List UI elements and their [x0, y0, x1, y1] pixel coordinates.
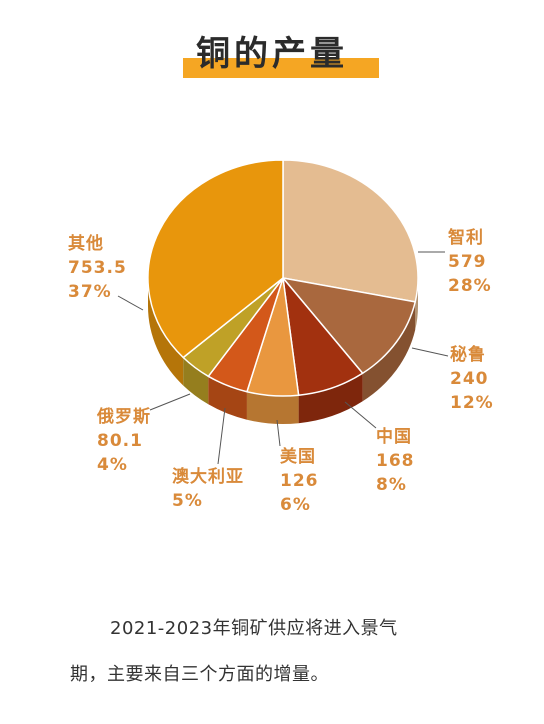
label-percent: 5% — [172, 491, 203, 511]
label-percent: 12% — [450, 393, 494, 413]
label-value: 579 — [448, 252, 487, 272]
label-peru: 秘鲁 240 12% — [450, 343, 494, 415]
paragraph-line-2: 期，主要来自三个方面的增量。 — [70, 664, 329, 685]
page-title: 铜的产量 — [196, 34, 348, 74]
leader-line-1 — [411, 347, 449, 357]
label-usa: 美国 126 6% — [280, 445, 319, 517]
label-value: 753.5 — [68, 258, 127, 278]
label-percent: 6% — [280, 495, 311, 515]
label-name: 秘鲁 — [450, 345, 486, 365]
label-percent: 4% — [97, 455, 128, 475]
leader-line-6 — [117, 295, 144, 311]
label-percent: 37% — [68, 282, 112, 302]
label-chile: 智利 579 28% — [448, 226, 492, 298]
label-china: 中国 168 8% — [376, 425, 415, 497]
label-percent: 28% — [448, 276, 492, 296]
title-underline — [183, 58, 379, 78]
pie-side-2 — [298, 373, 363, 424]
label-name: 其他 — [68, 234, 104, 254]
label-australia: 澳大利亚 5% — [172, 465, 244, 513]
pie-slice-1 — [282, 277, 416, 375]
leader-line-2 — [344, 401, 377, 429]
leader-line-5 — [149, 393, 191, 411]
title-block: 铜的产量 — [0, 18, 544, 88]
label-value: 126 — [280, 471, 319, 491]
leader-line-4 — [217, 407, 226, 465]
summary-paragraph: 2021-2023年铜矿供应将进入景气 期，主要来自三个方面的增量。 — [70, 606, 490, 698]
leader-line-3 — [276, 419, 281, 447]
label-value: 168 — [376, 451, 415, 471]
label-russia: 俄罗斯 80.1 4% — [97, 405, 151, 477]
label-name: 澳大利亚 — [172, 467, 244, 487]
pie-side-6 — [148, 278, 184, 386]
pie-side-5 — [183, 357, 209, 405]
pie-side-4 — [208, 376, 247, 420]
paragraph-line-1: 2021-2023年铜矿供应将进入景气 — [110, 618, 398, 639]
label-value: 80.1 — [97, 431, 143, 451]
label-value: 240 — [450, 369, 489, 389]
pie-slice-0 — [282, 159, 419, 303]
label-name: 智利 — [448, 228, 484, 248]
label-name: 俄罗斯 — [97, 407, 151, 427]
pie-slice-6 — [147, 159, 284, 359]
label-name: 美国 — [280, 447, 316, 467]
pie-side-3 — [246, 391, 299, 424]
label-name: 中国 — [376, 427, 412, 447]
label-other: 其他 753.5 37% — [68, 232, 127, 304]
label-percent: 8% — [376, 475, 407, 495]
